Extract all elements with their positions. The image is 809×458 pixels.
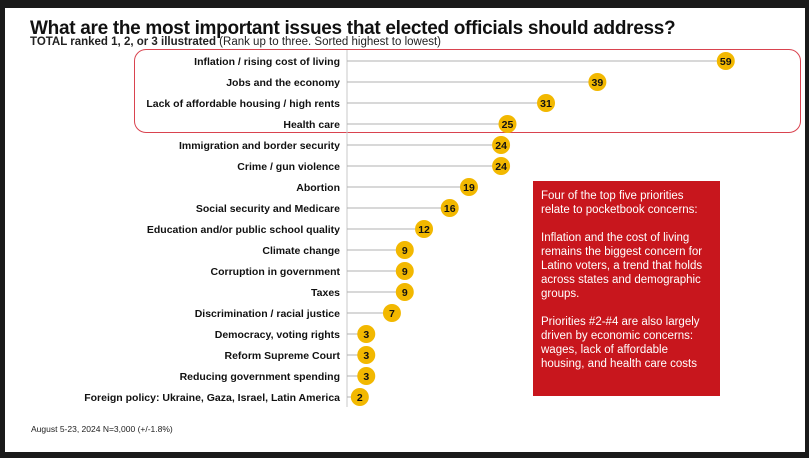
value-label: 2 <box>357 392 363 404</box>
value-marker <box>350 388 369 406</box>
value-label: 12 <box>418 224 430 236</box>
value-label: 19 <box>463 182 475 194</box>
value-marker <box>415 220 434 238</box>
category-label: Discrimination / racial justice <box>195 308 340 320</box>
value-label: 24 <box>495 140 507 152</box>
value-marker <box>588 73 607 91</box>
value-marker <box>716 52 735 70</box>
value-marker <box>382 304 401 322</box>
category-label: Foreign policy: Ukraine, Gaza, Israel, L… <box>84 392 340 404</box>
value-label: 3 <box>363 371 369 383</box>
value-label: 9 <box>402 266 408 278</box>
value-label: 31 <box>540 98 552 110</box>
value-label: 7 <box>389 308 395 320</box>
value-label: 25 <box>502 119 514 131</box>
category-label: Corruption in government <box>211 266 341 278</box>
value-label: 9 <box>402 287 408 299</box>
category-label: Lack of affordable housing / high rents <box>146 98 340 110</box>
value-marker <box>357 325 376 343</box>
value-marker <box>492 157 511 175</box>
callout-box: Four of the top five priorities relate t… <box>533 181 720 396</box>
category-label: Crime / gun violence <box>237 161 340 173</box>
value-label: 39 <box>592 77 604 89</box>
value-label: 9 <box>402 245 408 257</box>
value-marker <box>357 346 376 364</box>
value-marker <box>395 262 414 280</box>
value-label: 59 <box>720 56 732 68</box>
value-marker <box>498 115 517 133</box>
category-label: Immigration and border security <box>179 140 340 152</box>
category-label: Democracy, voting rights <box>215 329 340 341</box>
category-label: Inflation / rising cost of living <box>194 56 340 68</box>
category-label: Jobs and the economy <box>226 77 340 89</box>
chart-title: What are the most important issues that … <box>30 18 676 39</box>
callout-p1: Four of the top five priorities relate t… <box>541 190 698 216</box>
value-marker <box>459 178 478 196</box>
category-label: Education and/or public school quality <box>147 224 340 236</box>
value-marker <box>492 136 511 154</box>
value-marker <box>537 94 556 112</box>
top-four-highlight-box <box>134 49 801 133</box>
callout-p3: Priorities #2-#4 are also largely driven… <box>541 316 700 370</box>
value-marker <box>395 241 414 259</box>
category-label: Reform Supreme Court <box>224 350 340 362</box>
subtitle-bold: TOTAL ranked 1, 2, or 3 illustrated <box>30 36 216 48</box>
category-label: Health care <box>283 119 340 131</box>
value-label: 24 <box>495 161 507 173</box>
callout-p2: Inflation and the cost of living remains… <box>541 232 703 300</box>
dot-chart: Inflation / rising cost of living 59 Jobs … <box>84 50 735 407</box>
chart-subtitle: TOTAL ranked 1, 2, or 3 illustrated (Ran… <box>30 36 441 48</box>
category-label: Abortion <box>296 182 340 194</box>
subtitle-rest: (Rank up to three. Sorted highest to low… <box>215 36 441 48</box>
category-label: Climate change <box>262 245 340 257</box>
value-label: 16 <box>444 203 456 215</box>
footer-note: August 5-23, 2024 N=3,000 (+/-1.8%) <box>31 424 173 434</box>
slide: What are the most important issues that … <box>5 8 805 452</box>
value-label: 3 <box>363 329 369 341</box>
value-marker <box>357 367 376 385</box>
value-marker <box>395 283 414 301</box>
category-label: Taxes <box>311 287 340 299</box>
value-label: 3 <box>363 350 369 362</box>
category-label: Social security and Medicare <box>196 203 340 215</box>
value-marker <box>440 199 459 217</box>
category-label: Reducing government spending <box>180 371 340 383</box>
